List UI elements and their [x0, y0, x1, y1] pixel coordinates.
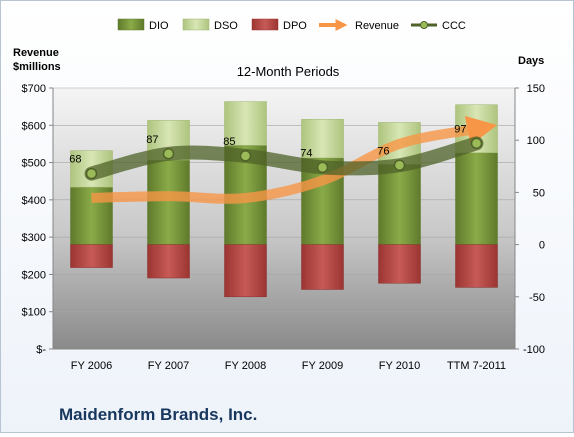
- x-tick-label: FY 2006: [71, 360, 112, 372]
- bar-dpo: [224, 244, 267, 298]
- data-label-ccc: 97: [454, 123, 466, 135]
- legend-swatch-dso: [182, 18, 210, 31]
- data-label-ccc: 85: [223, 136, 235, 148]
- line-revenue: [91, 115, 498, 204]
- bar-dio: [147, 159, 190, 245]
- left-axis-title-line2: $millions: [13, 61, 61, 73]
- data-label-ccc: 76: [377, 145, 389, 157]
- left-tick-label: $700: [22, 83, 46, 95]
- bar-dpo: [455, 244, 498, 288]
- company-name: Maidenform Brands, Inc.: [59, 405, 257, 424]
- bar-dso: [224, 101, 267, 146]
- x-tick-label: FY 2010: [379, 360, 420, 372]
- point-ccc: [162, 148, 175, 160]
- left-tick-label: $-: [36, 344, 46, 356]
- data-label-ccc: 68: [69, 154, 81, 166]
- legend-label-revenue: Revenue: [355, 20, 399, 32]
- point-ccc: [239, 150, 252, 162]
- legend-label-dso: DSO: [214, 20, 238, 32]
- data-label-ccc: 74: [300, 147, 312, 159]
- x-tick-label: FY 2007: [148, 360, 189, 372]
- legend: DIO DSO DPO Revenue CCC: [117, 18, 466, 32]
- bar-dio: [378, 163, 421, 245]
- right-axis-title: Days: [518, 55, 544, 67]
- bar-dpo: [70, 244, 113, 268]
- x-tick-label: FY 2008: [225, 360, 266, 372]
- point-ccc: [470, 137, 483, 150]
- right-tick-label: 0: [539, 240, 545, 252]
- legend-label-ccc: CCC: [442, 20, 466, 32]
- x-tick-label: FY 2009: [302, 360, 343, 372]
- right-axis-ticks: -100 -50 0 50 100 150: [515, 83, 545, 356]
- left-axis-ticks: $- $100 $200 $300 $400 $500 $600 $700: [22, 83, 53, 356]
- left-tick-label: $400: [22, 195, 46, 207]
- left-tick-label: $200: [22, 269, 46, 281]
- right-tick-label: 150: [527, 83, 545, 95]
- point-ccc: [393, 159, 406, 172]
- legend-label-dio: DIO: [149, 20, 169, 32]
- left-tick-label: $600: [22, 120, 46, 132]
- data-label-layer: 68 87 85 74 76 97: [69, 123, 466, 165]
- bar-dpo: [378, 244, 421, 284]
- line-ccc: [84, 136, 484, 181]
- point-ccc: [85, 167, 98, 180]
- left-tick-label: $500: [22, 158, 46, 170]
- line-layer: [84, 115, 498, 204]
- legend-swatch-ccc-marker: [420, 21, 428, 29]
- left-tick-label: $100: [22, 307, 46, 319]
- data-label-ccc: 87: [146, 134, 158, 146]
- right-tick-label: -50: [529, 292, 545, 304]
- x-tick-label: TTM 7-2011: [447, 360, 506, 372]
- point-ccc: [316, 161, 329, 174]
- bar-dso: [301, 119, 344, 159]
- bar-dpo: [147, 244, 190, 279]
- right-tick-label: -100: [523, 344, 545, 356]
- bar-dpo: [301, 244, 344, 290]
- chart-title: 12-Month Periods: [237, 64, 340, 79]
- left-axis-title-line1: Revenue: [13, 47, 59, 59]
- x-axis-ticks: FY 2006 FY 2007 FY 2008 FY 2009 FY 2010 TTM 7…: [71, 360, 506, 372]
- left-tick-label: $300: [22, 232, 46, 244]
- legend-swatch-dpo: [251, 18, 279, 31]
- right-tick-label: 50: [533, 187, 545, 199]
- bar-dio: [455, 152, 498, 245]
- legend-label-dpo: DPO: [283, 20, 307, 32]
- plot-area: [53, 88, 515, 349]
- right-tick-label: 100: [527, 135, 545, 147]
- legend-swatch-dio: [117, 18, 145, 31]
